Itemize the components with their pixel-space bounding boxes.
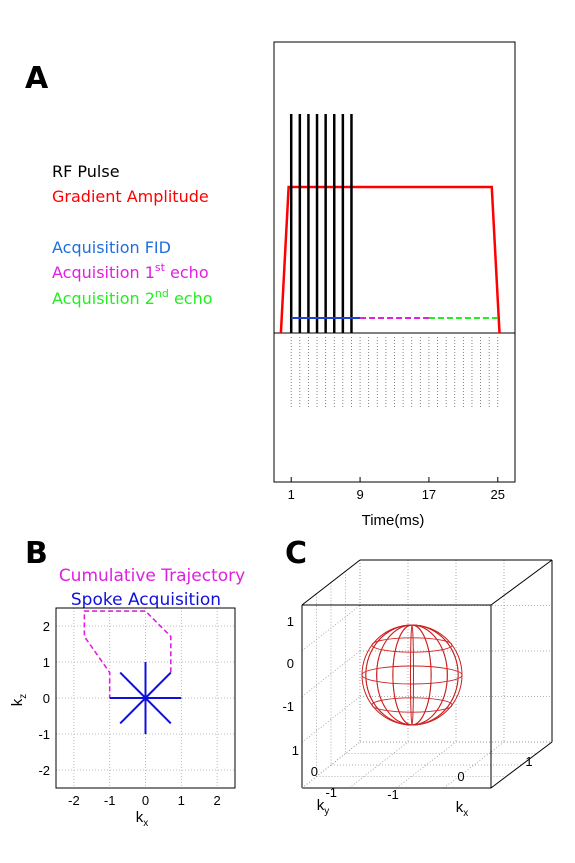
- panel-label-b: B: [25, 536, 48, 571]
- acquisition-dot-grid: [290, 337, 499, 408]
- b-title-cumulative: Cumulative Trajectory: [59, 566, 245, 586]
- spoke: [144, 671, 172, 699]
- b-ytick-label: -2: [38, 763, 50, 778]
- b-yaxis-label: kz: [9, 694, 29, 707]
- panel-label-a: A: [25, 61, 49, 96]
- b-ytick-label: 1: [43, 655, 50, 670]
- c-ytick-label: 1: [292, 743, 299, 758]
- c-ztick-label: 0: [287, 656, 294, 671]
- legend-acquisition-2nd-echo: Acquisition 2nd echo: [52, 287, 213, 308]
- spoke: [144, 697, 172, 725]
- b-xaxis-label: kx: [136, 809, 149, 829]
- legend-rf-pulse: RF Pulse: [52, 162, 120, 181]
- c-edge: [301, 741, 361, 789]
- c-grid-line: [301, 696, 361, 743]
- legend-gradient-amplitude: Gradient Amplitude: [52, 187, 209, 206]
- b-xtick-label: -2: [68, 793, 80, 808]
- c-grid-line: [301, 650, 361, 697]
- sequence-plot-frame: [273, 41, 516, 483]
- c-edge: [490, 741, 553, 789]
- c-ztick-label: -1: [282, 699, 294, 714]
- c-xtick-label: -1: [387, 787, 399, 802]
- gradient-amplitude-trace: [279, 185, 501, 334]
- c-edge: [301, 559, 361, 606]
- sphere-parallel: [371, 637, 453, 653]
- a-xtick-label: 17: [422, 487, 436, 502]
- sphere-parallel: [361, 665, 463, 685]
- b-xtick-label: 2: [213, 793, 220, 808]
- spoke: [119, 671, 147, 699]
- b-xtick-label: 0: [142, 793, 149, 808]
- c-ytick-label: 0: [311, 764, 318, 779]
- b-xtick-label: 1: [178, 793, 185, 808]
- a-xtick-label: 1: [288, 487, 295, 502]
- sphere-trajectory: [361, 624, 463, 726]
- b-ytick-label: 2: [43, 619, 50, 634]
- cumulative-trajectory: [83, 610, 172, 699]
- legend-acquisition-1st-echo: Acquisition 1st echo: [52, 261, 209, 282]
- sphere-meridian: [410, 624, 414, 726]
- c-grid-line: [443, 741, 505, 789]
- spoke: [119, 697, 147, 725]
- b-ytick-label: 0: [43, 691, 50, 706]
- c-yaxis-label: ky: [317, 797, 330, 817]
- 3d-box: [301, 559, 553, 789]
- c-xaxis-label: kx: [456, 799, 469, 819]
- b-ytick-label: -1: [38, 727, 50, 742]
- b-plot-frame: [55, 607, 236, 789]
- a-xtick-label: 25: [491, 487, 505, 502]
- sphere-meridian: [365, 624, 459, 726]
- legend: RF Pulse Gradient Amplitude Acquisition …: [52, 162, 213, 308]
- sphere-meridian: [392, 624, 432, 726]
- c-ztick-label: 1: [287, 614, 294, 629]
- sphere-meridian: [376, 624, 448, 726]
- c-ytick-label: -1: [325, 785, 337, 800]
- a-xaxis-label: Time(ms): [362, 512, 425, 529]
- panel-label-c: C: [285, 536, 307, 571]
- c-xtick-label: 1: [525, 754, 532, 769]
- a-xtick-label: 9: [356, 487, 363, 502]
- sphere-parallel: [371, 697, 453, 713]
- c-grid-line: [396, 741, 457, 789]
- sequence-diagram: 1 9 17 25 Time(ms): [273, 41, 516, 529]
- legend-acquisition-fid: Acquisition FID: [52, 238, 171, 257]
- b-title-spoke: Spoke Acquisition: [71, 590, 221, 610]
- c-grid-line: [349, 741, 409, 789]
- kspace-2d-plot: -2 -1 0 1 2 2 1 0 -1 -2 kx kz: [9, 607, 236, 829]
- b-xtick-label: -1: [104, 793, 116, 808]
- kspace-3d-plot: 10-110-1 -101 ky kx: [282, 559, 553, 819]
- c-edge: [490, 559, 553, 606]
- c-xtick-label: 0: [457, 769, 464, 784]
